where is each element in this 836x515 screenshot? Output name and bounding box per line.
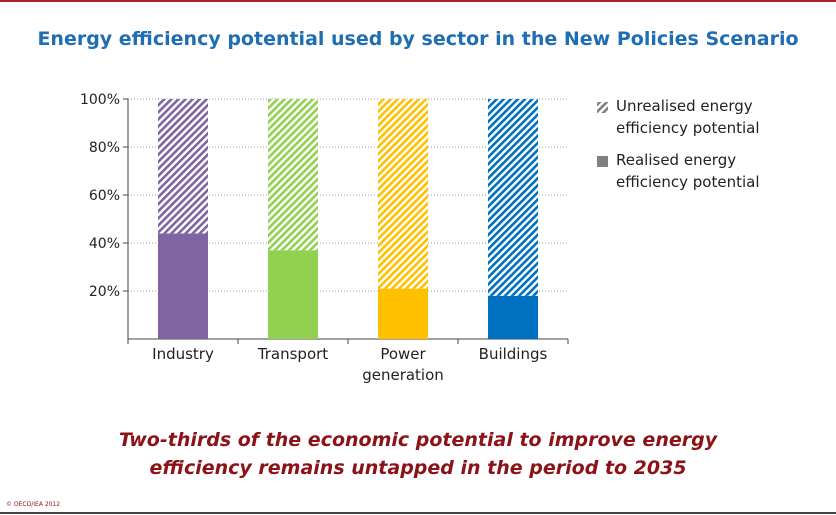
legend-swatch: [597, 156, 608, 167]
y-tick-label: 40%: [89, 236, 120, 252]
bar-segment: [158, 99, 208, 234]
y-tick-label: 80%: [89, 140, 120, 156]
legend-label: Realised energy efficiency potential: [616, 151, 760, 191]
y-tick-label: 100%: [80, 92, 120, 108]
x-tick-label: Buildings: [478, 345, 548, 363]
y-tick-label: 20%: [89, 284, 120, 300]
bar-segment: [488, 295, 538, 339]
bar-segment: [158, 233, 208, 339]
bar-segment: [378, 99, 428, 289]
bar-segment: [268, 250, 318, 339]
x-tick-label: Transport: [257, 345, 329, 363]
legend-swatch: [597, 102, 608, 113]
bar-segment: [378, 288, 428, 339]
bar-segment: [488, 99, 538, 296]
y-tick-label: 60%: [89, 188, 120, 204]
bar-segment: [268, 99, 318, 251]
chart-title: Energy efficiency potential used by sect…: [37, 28, 799, 50]
caption: Two-thirds of the economic potential to …: [118, 429, 718, 479]
x-tick-label: Industry: [152, 345, 214, 363]
x-tick-label: Power generation: [362, 345, 444, 384]
legend-label: Unrealised energy efficiency potential: [616, 97, 760, 137]
source: © OECD/IEA 2012: [6, 501, 61, 508]
